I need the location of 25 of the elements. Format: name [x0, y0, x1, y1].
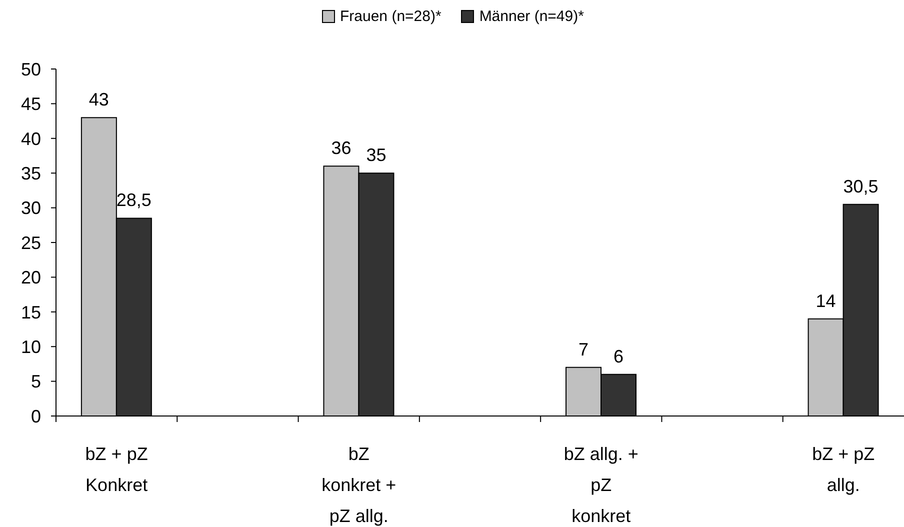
x-tick-label: bZ konkret + pZ allg.: [322, 444, 396, 526]
x-tick-label: bZ + pZ allg.: [812, 444, 875, 495]
data-label: 35: [366, 145, 386, 166]
data-label: 30,5: [843, 176, 878, 196]
data-label: 6: [614, 346, 624, 366]
y-tick-label: 25: [20, 232, 41, 253]
data-label: 28,5: [116, 190, 152, 210]
x-tick-label: bZ allg. + pZ konkret: [564, 444, 638, 526]
data-label: 7: [578, 339, 589, 360]
y-tick-label: 5: [30, 372, 41, 392]
legend-label: Frauen (n=28)*: [340, 8, 442, 25]
y-tick-label: 35: [20, 163, 41, 184]
y-tick-label: 40: [20, 128, 41, 149]
y-tick-label: 0: [30, 406, 41, 426]
x-tick-label: bZ + pZ Konkret: [85, 444, 148, 495]
data-label: 36: [331, 138, 352, 158]
data-label: 14: [816, 290, 836, 311]
y-tick-label: 20: [20, 268, 41, 288]
y-tick-label: 45: [20, 94, 41, 114]
y-tick-label: 10: [20, 336, 41, 357]
y-tick-label: 15: [20, 302, 41, 322]
data-label: 43: [88, 90, 109, 110]
legend-label: Männer (n=49)*: [479, 8, 584, 25]
y-tick-label: 30: [20, 198, 41, 218]
y-tick-label: 50: [20, 59, 41, 80]
